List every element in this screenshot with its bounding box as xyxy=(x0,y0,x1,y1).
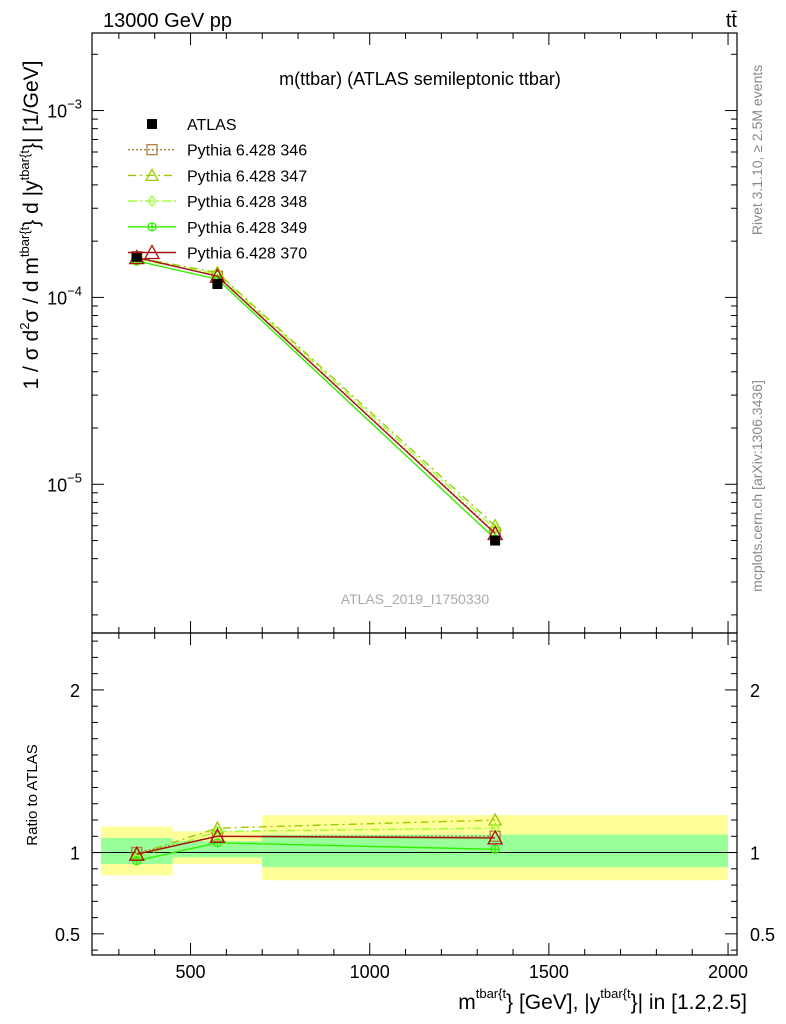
series-lines xyxy=(128,249,504,866)
ratio-point xyxy=(490,844,500,854)
legend-label: Pythia 6.428 346 xyxy=(187,143,307,160)
rivet-label: Rivet 3.1.10, ≥ 2.5M events xyxy=(749,65,765,235)
x-label-part: }| in [1.2,2.5] xyxy=(631,991,747,1014)
x-tick-label: 1500 xyxy=(529,962,569,982)
x-tick-label: 500 xyxy=(176,962,206,982)
ratio-point-shape xyxy=(490,822,500,835)
ratio-tick-label-left: 0.5 xyxy=(55,925,80,945)
y-label-part: 1 / σ d xyxy=(20,330,43,390)
y-label-part: } d |y xyxy=(20,180,43,227)
x-tick-label: 2000 xyxy=(708,962,748,982)
y-label-part: σ / d m xyxy=(20,257,43,322)
ratio-point xyxy=(487,829,504,845)
y-tick-base: 10 xyxy=(47,475,67,495)
series-point xyxy=(490,523,500,536)
series-point xyxy=(488,518,503,532)
x-label-part: } [GeV], |y xyxy=(506,991,601,1014)
ratio-tick-label-right: 0.5 xyxy=(750,925,775,945)
ratio-point xyxy=(488,812,503,826)
ratio-point-shape xyxy=(209,827,226,843)
series-line-main xyxy=(136,258,496,530)
legend-marker-shape xyxy=(146,144,158,156)
y-tick-exp: −3 xyxy=(67,97,82,112)
ratio-y-label: Ratio to ATLAS xyxy=(24,744,41,845)
ratio-tick-label-right: 2 xyxy=(750,681,760,701)
series-line-main xyxy=(136,256,496,535)
data-point xyxy=(131,251,142,262)
legend-marker xyxy=(147,195,157,208)
ratio-frame xyxy=(91,632,738,956)
y-tick-label: 10−5 xyxy=(47,470,82,495)
ratio-point xyxy=(209,827,226,843)
y-tick-base: 10 xyxy=(47,102,67,122)
x-label-part: m xyxy=(458,991,476,1014)
legend-marker xyxy=(147,222,157,232)
ratio-point-shape xyxy=(210,820,225,834)
legend-marker-shape xyxy=(144,168,160,182)
watermark: ATLAS_2019_I1750330 xyxy=(341,591,490,607)
y-axis-label: 1 / σ d2σ / d mtbar{t} d |ytbar{t}| [1/G… xyxy=(17,61,43,390)
legend-label: Pythia 6.428 347 xyxy=(187,168,307,185)
legend-label: Pythia 6.428 370 xyxy=(187,246,307,263)
mcplots-label: mcplots.cern.ch [arXiv:1306.3436] xyxy=(749,380,765,592)
series-line-main xyxy=(136,256,496,527)
data-point xyxy=(212,278,223,289)
ratio-point xyxy=(210,820,225,834)
chart-title: m(ttbar) (ATLAS semileptonic ttbar) xyxy=(279,69,561,89)
y-label-sup: 2 xyxy=(17,323,32,330)
legend-label-data: ATLAS xyxy=(187,117,237,134)
ratio-point xyxy=(490,822,500,835)
legend: ATLAS Pythia 6.428 346 Pythia 6.428 347 Pyt… xyxy=(128,117,307,263)
y-tick-base: 10 xyxy=(47,288,67,308)
ratio-point-shape xyxy=(488,812,503,826)
band-inner xyxy=(172,841,263,858)
y-tick-exp: −4 xyxy=(67,283,82,298)
data-point-shape xyxy=(490,535,501,546)
ratio-bands xyxy=(100,815,729,881)
legend-label: Pythia 6.428 349 xyxy=(187,220,307,237)
ratio-tick-label-right: 1 xyxy=(750,844,760,864)
x-tick-label: 1000 xyxy=(350,962,390,982)
data-point-shape xyxy=(212,278,223,289)
legend-marker xyxy=(143,244,161,260)
header-right: tt̄ xyxy=(726,10,738,32)
ratio-point-shape xyxy=(128,845,145,861)
y-label-part: }| [1/GeV] xyxy=(20,61,43,151)
y-label-sup: tbar{t xyxy=(17,150,32,181)
legend-marker-shape xyxy=(147,195,157,208)
ratio-tick-label-left: 1 xyxy=(70,844,80,864)
legend-marker xyxy=(144,168,160,182)
legend-marker-data-shape xyxy=(147,119,157,129)
x-label-sup: tbar{t xyxy=(476,986,507,1001)
y-tick-label: 10−3 xyxy=(47,97,82,122)
series-point-shape xyxy=(490,523,500,536)
ratio-tick-label-left: 2 xyxy=(70,681,80,701)
x-axis-label: mtbar{t} [GeV], |ytbar{t}| in [1.2,2.5] xyxy=(458,986,747,1014)
legend-label: Pythia 6.428 348 xyxy=(187,194,307,211)
series-point-shape xyxy=(488,518,503,532)
data-point xyxy=(490,535,501,546)
x-label-sup: tbar{t xyxy=(600,986,631,1001)
series-line-main xyxy=(136,260,496,540)
ratio-point xyxy=(128,845,145,861)
legend-marker-data xyxy=(147,119,157,129)
series-line-main xyxy=(136,256,496,534)
legend-marker xyxy=(146,144,158,156)
ratio-point-shape xyxy=(487,829,504,845)
y-tick-label: 10−4 xyxy=(47,283,82,308)
legend-marker-shape xyxy=(143,244,161,260)
series-line-ratio xyxy=(136,835,496,855)
data-point-shape xyxy=(131,251,142,262)
y-label-sup: tbar{t xyxy=(17,226,32,257)
header-left: 13000 GeV pp xyxy=(103,10,232,32)
y-tick-exp: −5 xyxy=(67,470,82,485)
